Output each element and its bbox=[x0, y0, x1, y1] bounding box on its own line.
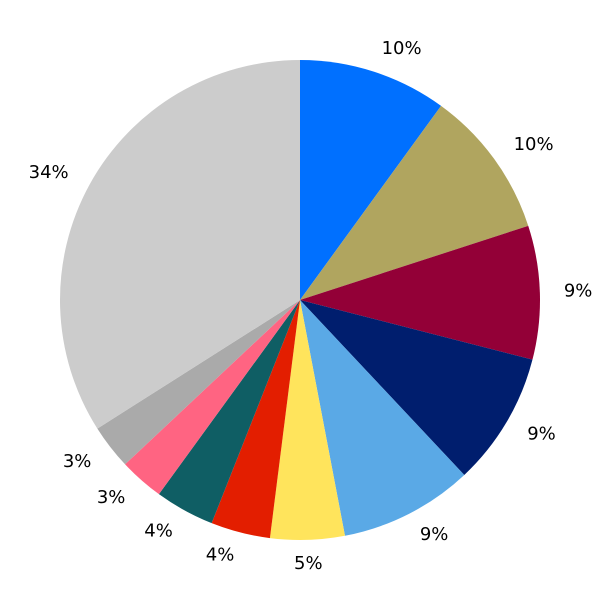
pie-slice bbox=[300, 300, 465, 536]
slice-label: 9% bbox=[420, 524, 449, 545]
pie-slice bbox=[300, 225, 540, 360]
pie-slice bbox=[300, 300, 533, 475]
slice-label: 5% bbox=[294, 553, 323, 574]
slice-label: 3% bbox=[63, 451, 92, 472]
pie-slice bbox=[269, 300, 345, 541]
slice-label: 4% bbox=[144, 520, 173, 541]
pie-slice bbox=[158, 300, 300, 524]
slice-label: 10% bbox=[514, 134, 554, 155]
slice-label: 3% bbox=[97, 487, 126, 508]
pie-slice bbox=[125, 300, 300, 495]
slice-label: 10% bbox=[382, 38, 422, 59]
pie-slice bbox=[211, 300, 300, 539]
pie-slice bbox=[97, 300, 300, 465]
slice-label: 4% bbox=[206, 545, 235, 566]
slice-label: 9% bbox=[564, 281, 593, 302]
slice-label: 34% bbox=[29, 162, 69, 183]
pie-slice bbox=[60, 60, 300, 429]
pie-slice bbox=[300, 105, 529, 300]
pie-slice bbox=[300, 60, 442, 300]
slice-label: 9% bbox=[527, 423, 556, 444]
